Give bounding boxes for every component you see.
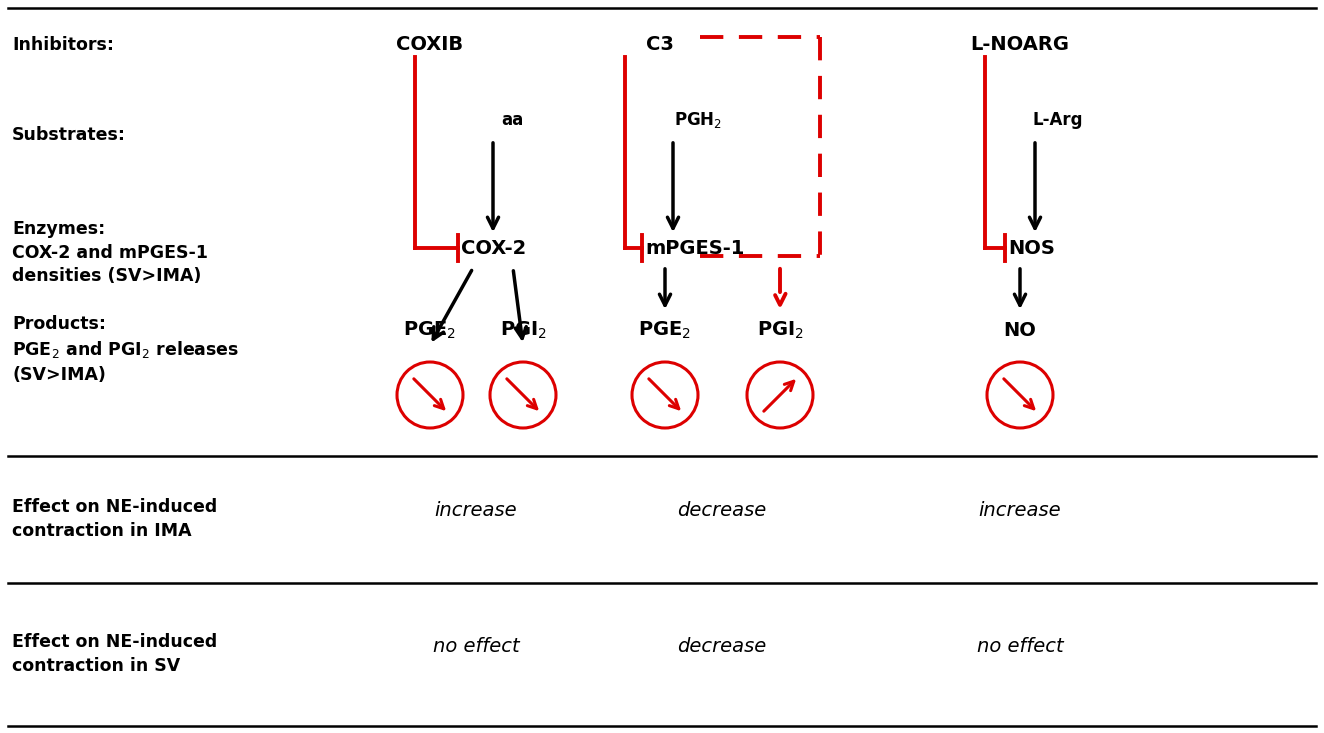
- Text: decrease: decrease: [678, 501, 767, 520]
- Text: aa: aa: [500, 111, 523, 129]
- Text: PGI$_2$: PGI$_2$: [499, 320, 547, 341]
- Text: PGH$_2$: PGH$_2$: [674, 110, 722, 130]
- Text: no effect: no effect: [977, 638, 1063, 657]
- Text: COX-2: COX-2: [461, 238, 526, 257]
- Text: Enzymes:
COX-2 and mPGES-1
densities (SV>IMA): Enzymes: COX-2 and mPGES-1 densities (SV…: [12, 220, 208, 285]
- Text: L-NOARG: L-NOARG: [970, 35, 1070, 54]
- Text: Effect on NE-induced
contraction in SV: Effect on NE-induced contraction in SV: [12, 633, 217, 675]
- Text: increase: increase: [978, 501, 1062, 520]
- Text: COXIB: COXIB: [396, 35, 463, 54]
- Text: NO: NO: [1004, 320, 1037, 339]
- Text: L-Arg: L-Arg: [1033, 111, 1083, 129]
- Text: Substrates:: Substrates:: [12, 126, 126, 144]
- Text: PGE$_2$: PGE$_2$: [404, 320, 457, 341]
- Text: PGE$_2$: PGE$_2$: [638, 320, 691, 341]
- Text: PGI$_2$: PGI$_2$: [756, 320, 804, 341]
- Text: mPGES-1: mPGES-1: [645, 238, 744, 257]
- Text: increase: increase: [434, 501, 518, 520]
- Text: Effect on NE-induced
contraction in IMA: Effect on NE-induced contraction in IMA: [12, 498, 217, 539]
- Text: Inhibitors:: Inhibitors:: [12, 36, 114, 54]
- Text: decrease: decrease: [678, 638, 767, 657]
- Text: C3: C3: [646, 35, 674, 54]
- Text: Products:
PGE$_2$ and PGI$_2$ releases
(SV>IMA): Products: PGE$_2$ and PGI$_2$ releases (…: [12, 315, 240, 384]
- Text: NOS: NOS: [1008, 238, 1055, 257]
- Text: no effect: no effect: [433, 638, 519, 657]
